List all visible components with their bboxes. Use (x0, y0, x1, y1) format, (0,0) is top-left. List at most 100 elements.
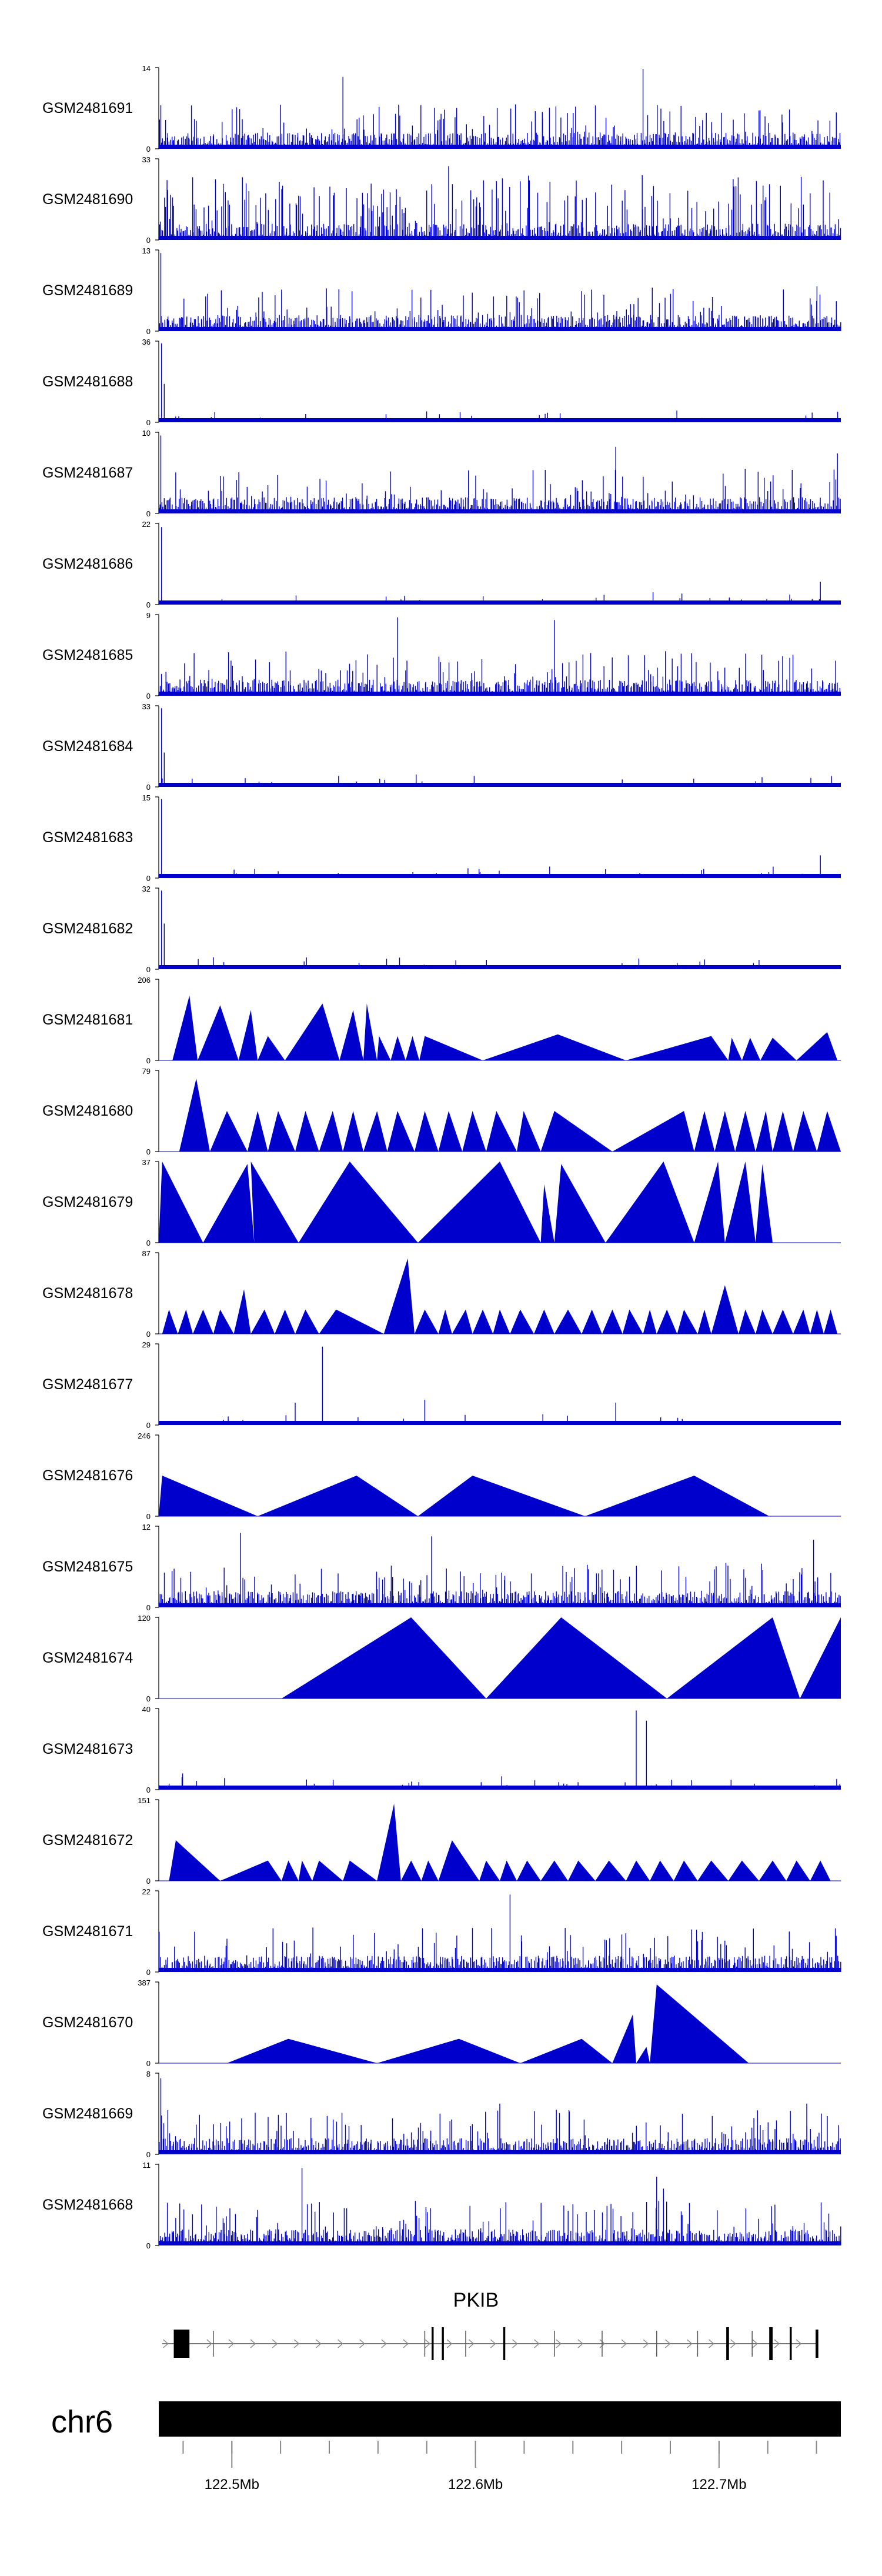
gene-name: PKIB (453, 2289, 499, 2311)
track-name: GSM2481679 (42, 1194, 133, 1210)
signal-baseline (159, 2241, 841, 2245)
y-min-label: 0 (146, 2150, 151, 2159)
track-name: GSM2481676 (42, 1467, 133, 1484)
track-name: GSM2481687 (42, 465, 133, 481)
track-name: GSM2481671 (42, 1923, 133, 1940)
signal-area (227, 1984, 749, 2063)
signal-bars (159, 799, 840, 878)
y-max-label: 15 (142, 793, 151, 802)
y-min-label: 0 (146, 1877, 151, 1886)
y-max-label: 33 (142, 155, 151, 164)
position-label: 122.6Mb (448, 2477, 503, 2492)
y-max-label: 246 (138, 1432, 151, 1440)
y-max-label: 12 (142, 1523, 151, 1531)
track-name: GSM2481673 (42, 1741, 133, 1757)
y-max-label: 9 (146, 611, 151, 620)
signal-baseline (159, 783, 841, 787)
track: GSM2481683 15 0 (42, 793, 841, 883)
genome-axis: chr6 122.5Mb 122.6Mb 122.7Mb (51, 2401, 841, 2492)
track-name: GSM2481672 (42, 1832, 133, 1848)
track-name: GSM2481690 (42, 191, 133, 208)
track-name: GSM2481680 (42, 1103, 133, 1119)
y-max-label: 151 (138, 1796, 151, 1805)
y-max-label: 37 (142, 1158, 151, 1167)
y-max-label: 33 (142, 702, 151, 711)
y-max-label: 387 (138, 1978, 151, 1987)
y-max-label: 32 (142, 885, 151, 893)
signal-area (169, 1803, 831, 1881)
signal-baseline (159, 965, 841, 969)
track: GSM2481672 151 0 (42, 1796, 841, 1886)
signal-bars (159, 253, 841, 331)
signal-bars (159, 435, 841, 513)
exon (503, 2327, 506, 2360)
signal-area (179, 1078, 841, 1152)
track-name: GSM2481678 (42, 1285, 133, 1302)
track-name: GSM2481669 (42, 2105, 133, 2122)
track: GSM2481669 8 0 (42, 2070, 841, 2159)
y-max-label: 14 (142, 64, 151, 73)
signal-bars (159, 890, 841, 969)
y-max-label: 206 (138, 976, 151, 985)
track: GSM2481668 11 0 (42, 2161, 841, 2250)
position-label: 122.5Mb (205, 2477, 259, 2492)
signal-bars (159, 166, 841, 240)
track-name: GSM2481689 (42, 282, 133, 299)
signal-baseline (159, 600, 841, 605)
gene-strand-chevrons (163, 2339, 802, 2348)
exon (790, 2327, 792, 2360)
track: GSM2481691 14 0 (42, 64, 841, 154)
track: GSM2481670 387 0 (42, 1978, 841, 2068)
signal-baseline (159, 509, 841, 513)
signal-bars (159, 2078, 841, 2154)
exon (816, 2330, 818, 2358)
y-min-label: 0 (146, 1968, 151, 1977)
track-name: GSM2481681 (42, 1012, 133, 1028)
y-min-label: 0 (146, 1147, 151, 1156)
signal-baseline (159, 1968, 841, 1972)
track: GSM2481687 10 0 (42, 429, 841, 518)
signal-baseline (159, 874, 841, 878)
y-max-label: 79 (142, 1067, 151, 1076)
y-min-label: 0 (146, 1694, 151, 1703)
signal-tracks: GSM2481691140GSM2481690330GSM2481689130G… (42, 64, 841, 2250)
track-name: GSM2481688 (42, 373, 133, 390)
y-max-label: 40 (142, 1705, 151, 1714)
y-max-label: 13 (142, 246, 151, 255)
track: GSM2481685 9 0 (42, 611, 841, 700)
y-min-label: 0 (146, 874, 151, 883)
signal-bars (159, 617, 841, 696)
signal-bars (159, 708, 840, 787)
y-max-label: 8 (146, 2070, 151, 2078)
exon (173, 2330, 190, 2358)
track: GSM2481681 206 0 (42, 976, 841, 1065)
signal-bars (159, 343, 841, 422)
track: GSM2481677 29 0 (42, 1340, 841, 1430)
y-min-label: 0 (146, 1056, 151, 1065)
signal-area (172, 995, 838, 1060)
y-min-label: 0 (146, 692, 151, 700)
track: GSM2481671 22 0 (42, 1887, 841, 1977)
y-max-label: 29 (142, 1340, 151, 1349)
y-min-label: 0 (146, 327, 151, 336)
signal-bars (159, 69, 841, 149)
track: GSM2481675 12 0 (42, 1523, 841, 1612)
track-name: GSM2481685 (42, 647, 133, 663)
track-name: GSM2481675 (42, 1559, 133, 1575)
y-max-label: 120 (138, 1614, 151, 1623)
signal-bars (158, 1533, 841, 1607)
track: GSM2481674 120 0 (42, 1614, 841, 1703)
y-min-label: 0 (146, 1786, 151, 1794)
track: GSM2481689 13 0 (42, 246, 841, 336)
signal-area (162, 1258, 838, 1334)
exon (432, 2327, 434, 2360)
signal-baseline (159, 327, 841, 331)
exon (769, 2327, 773, 2360)
exon (442, 2327, 444, 2360)
track: GSM2481682 32 0 (42, 885, 841, 974)
y-min-label: 0 (146, 1239, 151, 1247)
signal-bars (159, 527, 841, 605)
y-min-label: 0 (146, 145, 151, 154)
signal-baseline (159, 1786, 841, 1790)
track: GSM2481680 79 0 (42, 1067, 841, 1156)
